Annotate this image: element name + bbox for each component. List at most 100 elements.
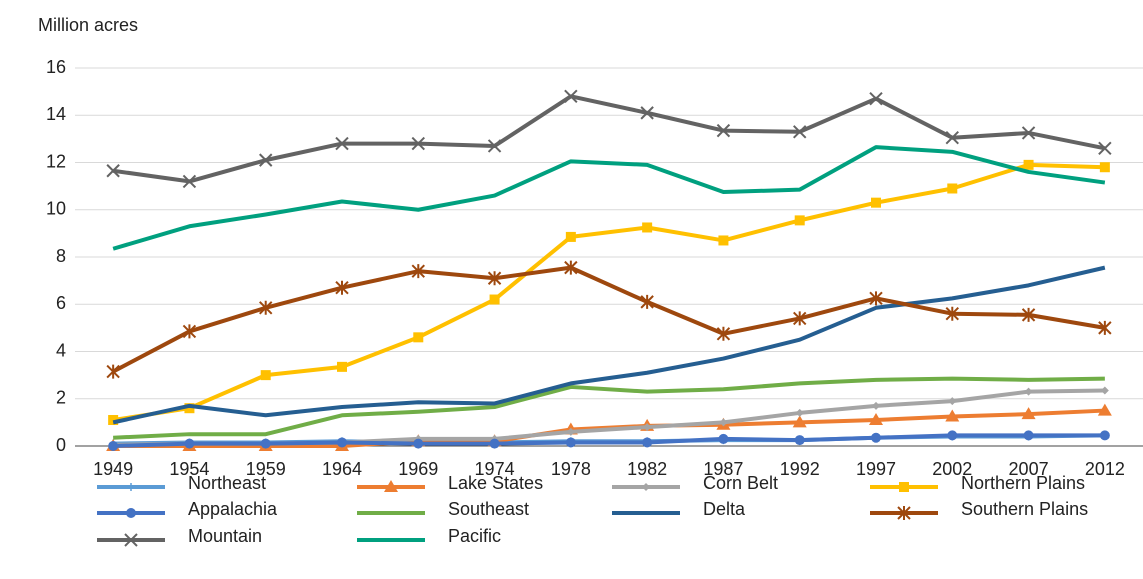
data-point	[411, 264, 425, 279]
data-point	[1098, 141, 1112, 156]
x-tick-label: 1987	[703, 459, 743, 479]
x-tick-label: 1974	[475, 459, 515, 479]
series-line	[112, 265, 1106, 425]
x-tick-label: 1982	[627, 459, 667, 479]
data-point	[108, 415, 119, 426]
data-point	[1021, 126, 1036, 140]
data-point	[565, 231, 576, 242]
legend-marker	[642, 483, 650, 491]
y-tick-label: 2	[56, 388, 66, 408]
legend-label: Southern Plains	[961, 499, 1088, 519]
data-point	[871, 432, 881, 443]
x-tick-label: 2012	[1085, 459, 1125, 479]
data-point	[413, 438, 424, 449]
series-line	[112, 162, 1105, 422]
data-point	[487, 271, 502, 286]
data-point	[335, 280, 349, 295]
data-point	[1024, 387, 1033, 396]
x-tick-label: 2007	[1009, 459, 1049, 479]
data-point	[794, 435, 805, 446]
data-point	[108, 441, 119, 451]
data-point	[182, 174, 197, 189]
y-tick-label: 4	[56, 340, 66, 360]
data-point	[489, 438, 500, 449]
data-point	[793, 311, 807, 326]
data-point	[489, 294, 500, 305]
y-axis-label: Million acres	[38, 15, 138, 35]
data-point	[640, 106, 654, 120]
data-point	[795, 408, 804, 417]
legend-label: Mountain	[188, 526, 262, 546]
legend-marker	[897, 506, 911, 520]
legend-marker	[126, 508, 136, 518]
data-point	[259, 153, 273, 167]
x-tick-label: 1997	[856, 459, 896, 479]
legend-marker	[384, 480, 398, 492]
series-line	[113, 376, 1105, 440]
data-point	[643, 423, 652, 432]
data-point	[793, 125, 807, 139]
y-tick-label: 14	[46, 104, 66, 124]
data-point	[1021, 407, 1036, 420]
data-point	[566, 427, 575, 436]
legend-label: Northeast	[188, 473, 266, 493]
data-point	[871, 197, 881, 208]
x-tick-label: 1978	[551, 459, 591, 479]
data-point	[337, 437, 347, 448]
legend-marker	[899, 482, 909, 492]
data-point	[947, 430, 958, 441]
data-point	[1023, 159, 1034, 170]
data-point	[794, 215, 805, 226]
y-tick-label: 8	[56, 246, 66, 266]
data-point	[642, 222, 653, 233]
data-point	[869, 92, 883, 106]
data-point	[792, 415, 807, 428]
data-point	[260, 370, 271, 381]
data-point	[1098, 320, 1112, 335]
legend-marker	[127, 483, 135, 491]
legend-marker	[124, 533, 138, 547]
data-point	[869, 413, 883, 426]
y-tick-label: 12	[46, 151, 66, 171]
data-point	[487, 139, 502, 153]
series-line	[113, 433, 1105, 448]
y-tick-label: 6	[56, 293, 66, 313]
data-point	[640, 294, 654, 309]
data-point	[106, 364, 120, 379]
data-point	[716, 326, 731, 341]
data-point	[1021, 307, 1036, 322]
data-point	[947, 183, 958, 194]
x-tick-label: 1969	[398, 459, 438, 479]
data-point	[642, 437, 653, 448]
data-point	[335, 136, 349, 151]
data-point	[869, 291, 883, 306]
x-tick-label: 1992	[780, 459, 820, 479]
data-point	[184, 403, 195, 414]
legend-label: Northern Plains	[961, 473, 1085, 493]
legend-label: Appalachia	[188, 499, 278, 519]
legend-label: Delta	[703, 499, 746, 519]
legend-label: Corn Belt	[703, 473, 778, 493]
data-point	[948, 397, 957, 406]
legend-label: Pacific	[448, 526, 501, 546]
data-point	[945, 409, 960, 422]
series-line	[112, 265, 1106, 374]
x-tick-label: 1964	[322, 459, 362, 479]
data-point	[106, 164, 120, 178]
data-point	[1097, 403, 1112, 416]
data-point	[337, 361, 347, 372]
data-point	[260, 438, 271, 449]
data-point	[1100, 386, 1109, 395]
data-point	[945, 130, 959, 145]
data-point	[1099, 162, 1110, 173]
data-point	[716, 123, 731, 138]
data-point	[182, 324, 197, 339]
data-point	[259, 300, 273, 315]
data-point	[565, 437, 576, 448]
x-tick-label: 2002	[932, 459, 972, 479]
series-line	[112, 145, 1106, 251]
data-point	[1023, 430, 1034, 441]
data-point	[872, 401, 880, 410]
data-point	[718, 235, 729, 246]
